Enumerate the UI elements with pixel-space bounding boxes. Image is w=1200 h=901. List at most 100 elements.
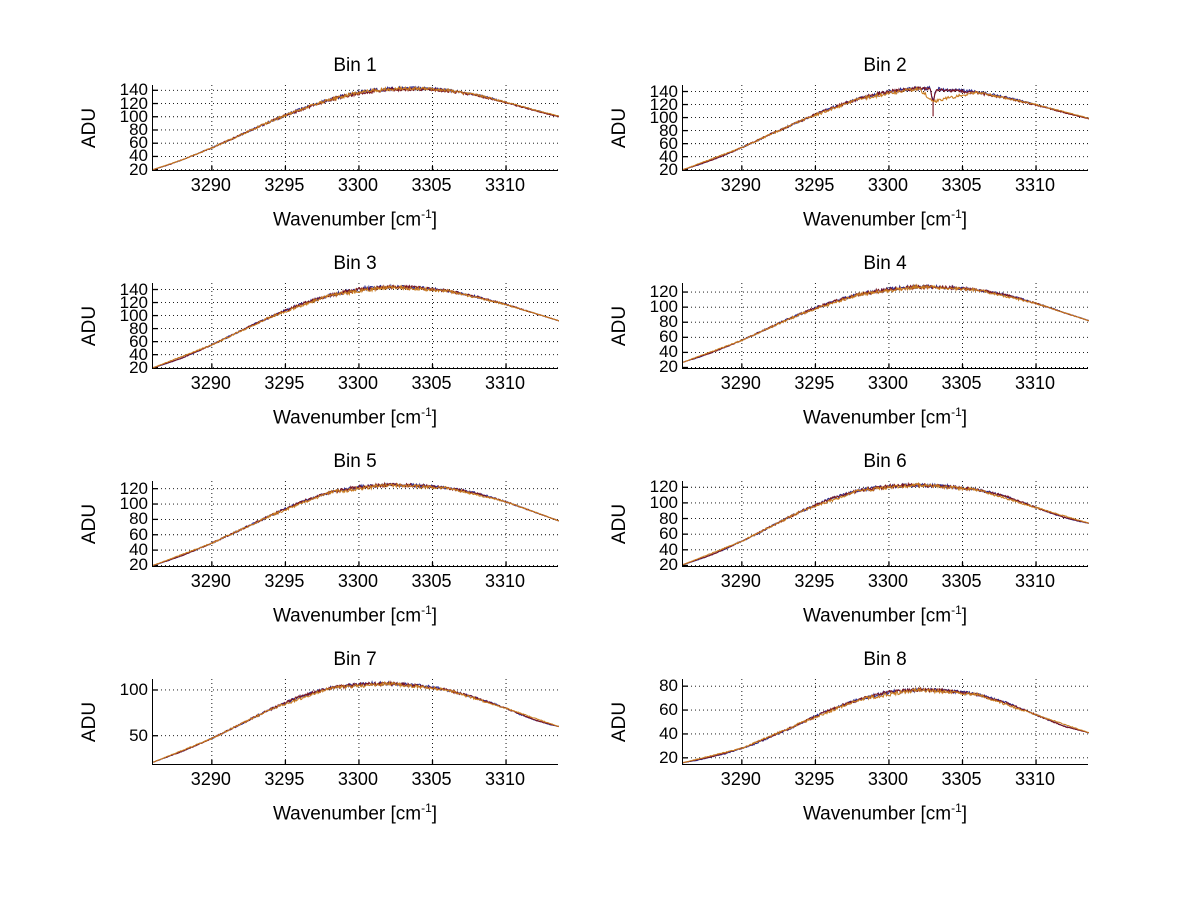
data-trace [683, 687, 1089, 764]
x-axis-label-bracket: ] [961, 407, 968, 429]
data-trace [153, 284, 559, 369]
x-tick-label: 3305 [411, 373, 452, 393]
y-axis-label: ADU [79, 701, 100, 743]
plot-area [682, 283, 1089, 369]
x-tick-label: 3305 [941, 769, 982, 789]
tick-marks [153, 488, 507, 567]
x-tick-label: 3290 [720, 769, 761, 789]
data-trace [153, 679, 559, 763]
tick-marks [153, 288, 507, 369]
data-trace [153, 283, 559, 369]
x-axis-label-bracket: ] [431, 407, 438, 429]
y-tick-label: 40 [129, 540, 148, 560]
x-axis-label-text: Wavenumber [cm [802, 209, 952, 231]
plot-canvas [683, 679, 1089, 765]
plot-canvas [153, 85, 559, 171]
x-tick-label: 3310 [1015, 175, 1056, 195]
y-tick-label: 80 [129, 119, 148, 139]
data-trace [153, 86, 559, 171]
data-trace [153, 482, 559, 567]
tick-marks [153, 89, 507, 171]
x-tick-label: 3300 [867, 373, 908, 393]
y-tick-labels: 20 40 60 80 100 120 [630, 282, 678, 376]
y-axis-label: ADU [609, 107, 630, 149]
x-tick-label: 3300 [867, 769, 908, 789]
plot-area [682, 481, 1089, 567]
y-tick-label: 60 [129, 133, 148, 153]
y-tick-label: 20 [659, 747, 678, 767]
data-trace [683, 283, 1089, 363]
subplot-title: Bin 8 [863, 649, 907, 670]
y-tick-label: 80 [659, 508, 678, 528]
plot-canvas [683, 481, 1089, 567]
tick-marks [683, 486, 1037, 567]
x-tick-label: 3295 [794, 571, 835, 591]
grid-lines [683, 85, 1089, 171]
x-axis-label-exponent: -1 [951, 405, 962, 419]
plot-area [152, 283, 559, 369]
x-tick-label: 3295 [794, 175, 835, 195]
x-tick-label: 3300 [337, 571, 378, 591]
tick-marks [683, 685, 1037, 765]
plot-canvas [683, 85, 1089, 171]
x-tick-label: 3300 [867, 175, 908, 195]
y-tick-label: 100 [649, 107, 678, 127]
data-trace [153, 85, 559, 171]
y-tick-label: 80 [129, 509, 148, 529]
x-tick-label: 3310 [485, 373, 526, 393]
x-axis-label: Wavenumber [cm-1] [682, 405, 1088, 429]
y-tick-label: 120 [119, 93, 148, 113]
data-trace [683, 482, 1089, 566]
y-tick-label: 20 [129, 555, 148, 575]
x-axis-label-exponent: -1 [421, 207, 432, 221]
x-tick-label: 3305 [941, 175, 982, 195]
y-tick-label: 140 [119, 80, 148, 100]
x-tick-label: 3300 [337, 373, 378, 393]
y-axis-label: ADU [609, 701, 630, 743]
grid-lines [153, 481, 559, 567]
x-tick-label: 3290 [720, 175, 761, 195]
y-tick-label: 60 [659, 133, 678, 153]
y-tick-label: 20 [129, 357, 148, 377]
x-tick-label: 3295 [794, 373, 835, 393]
x-tick-label: 3305 [411, 769, 452, 789]
subplot-title: Bin 1 [333, 55, 377, 76]
x-axis-label-bracket: ] [431, 803, 438, 825]
y-axis-label: ADU [79, 503, 100, 545]
subplot-title: Bin 6 [863, 451, 907, 472]
data-trace [153, 284, 559, 369]
y-tick-label: 50 [129, 725, 148, 745]
x-axis-label: Wavenumber [cm-1] [682, 603, 1088, 627]
x-axis-label: Wavenumber [cm-1] [152, 603, 558, 627]
grid-lines [683, 679, 1089, 765]
y-axis-label: ADU [79, 107, 100, 149]
plot-area [152, 85, 559, 171]
x-axis-label-text: Wavenumber [cm [272, 209, 422, 231]
x-tick-label: 3310 [485, 571, 526, 591]
grid-lines [683, 481, 1089, 567]
subplot-title: Bin 4 [863, 253, 907, 274]
x-tick-label: 3295 [264, 769, 305, 789]
plot-canvas [153, 283, 559, 369]
x-axis-label: Wavenumber [cm-1] [682, 801, 1088, 825]
y-tick-label: 100 [119, 305, 148, 325]
x-axis-label: Wavenumber [cm-1] [682, 207, 1088, 231]
data-trace [683, 85, 1089, 171]
data-trace [153, 482, 559, 566]
x-tick-label: 3305 [941, 373, 982, 393]
x-axis-label-exponent: -1 [421, 405, 432, 419]
y-tick-label: 40 [129, 344, 148, 364]
data-trace [153, 481, 559, 567]
x-axis-label-text: Wavenumber [cm [272, 407, 422, 429]
y-tick-label: 100 [119, 494, 148, 514]
x-tick-label: 3305 [941, 571, 982, 591]
x-tick-label: 3295 [794, 769, 835, 789]
